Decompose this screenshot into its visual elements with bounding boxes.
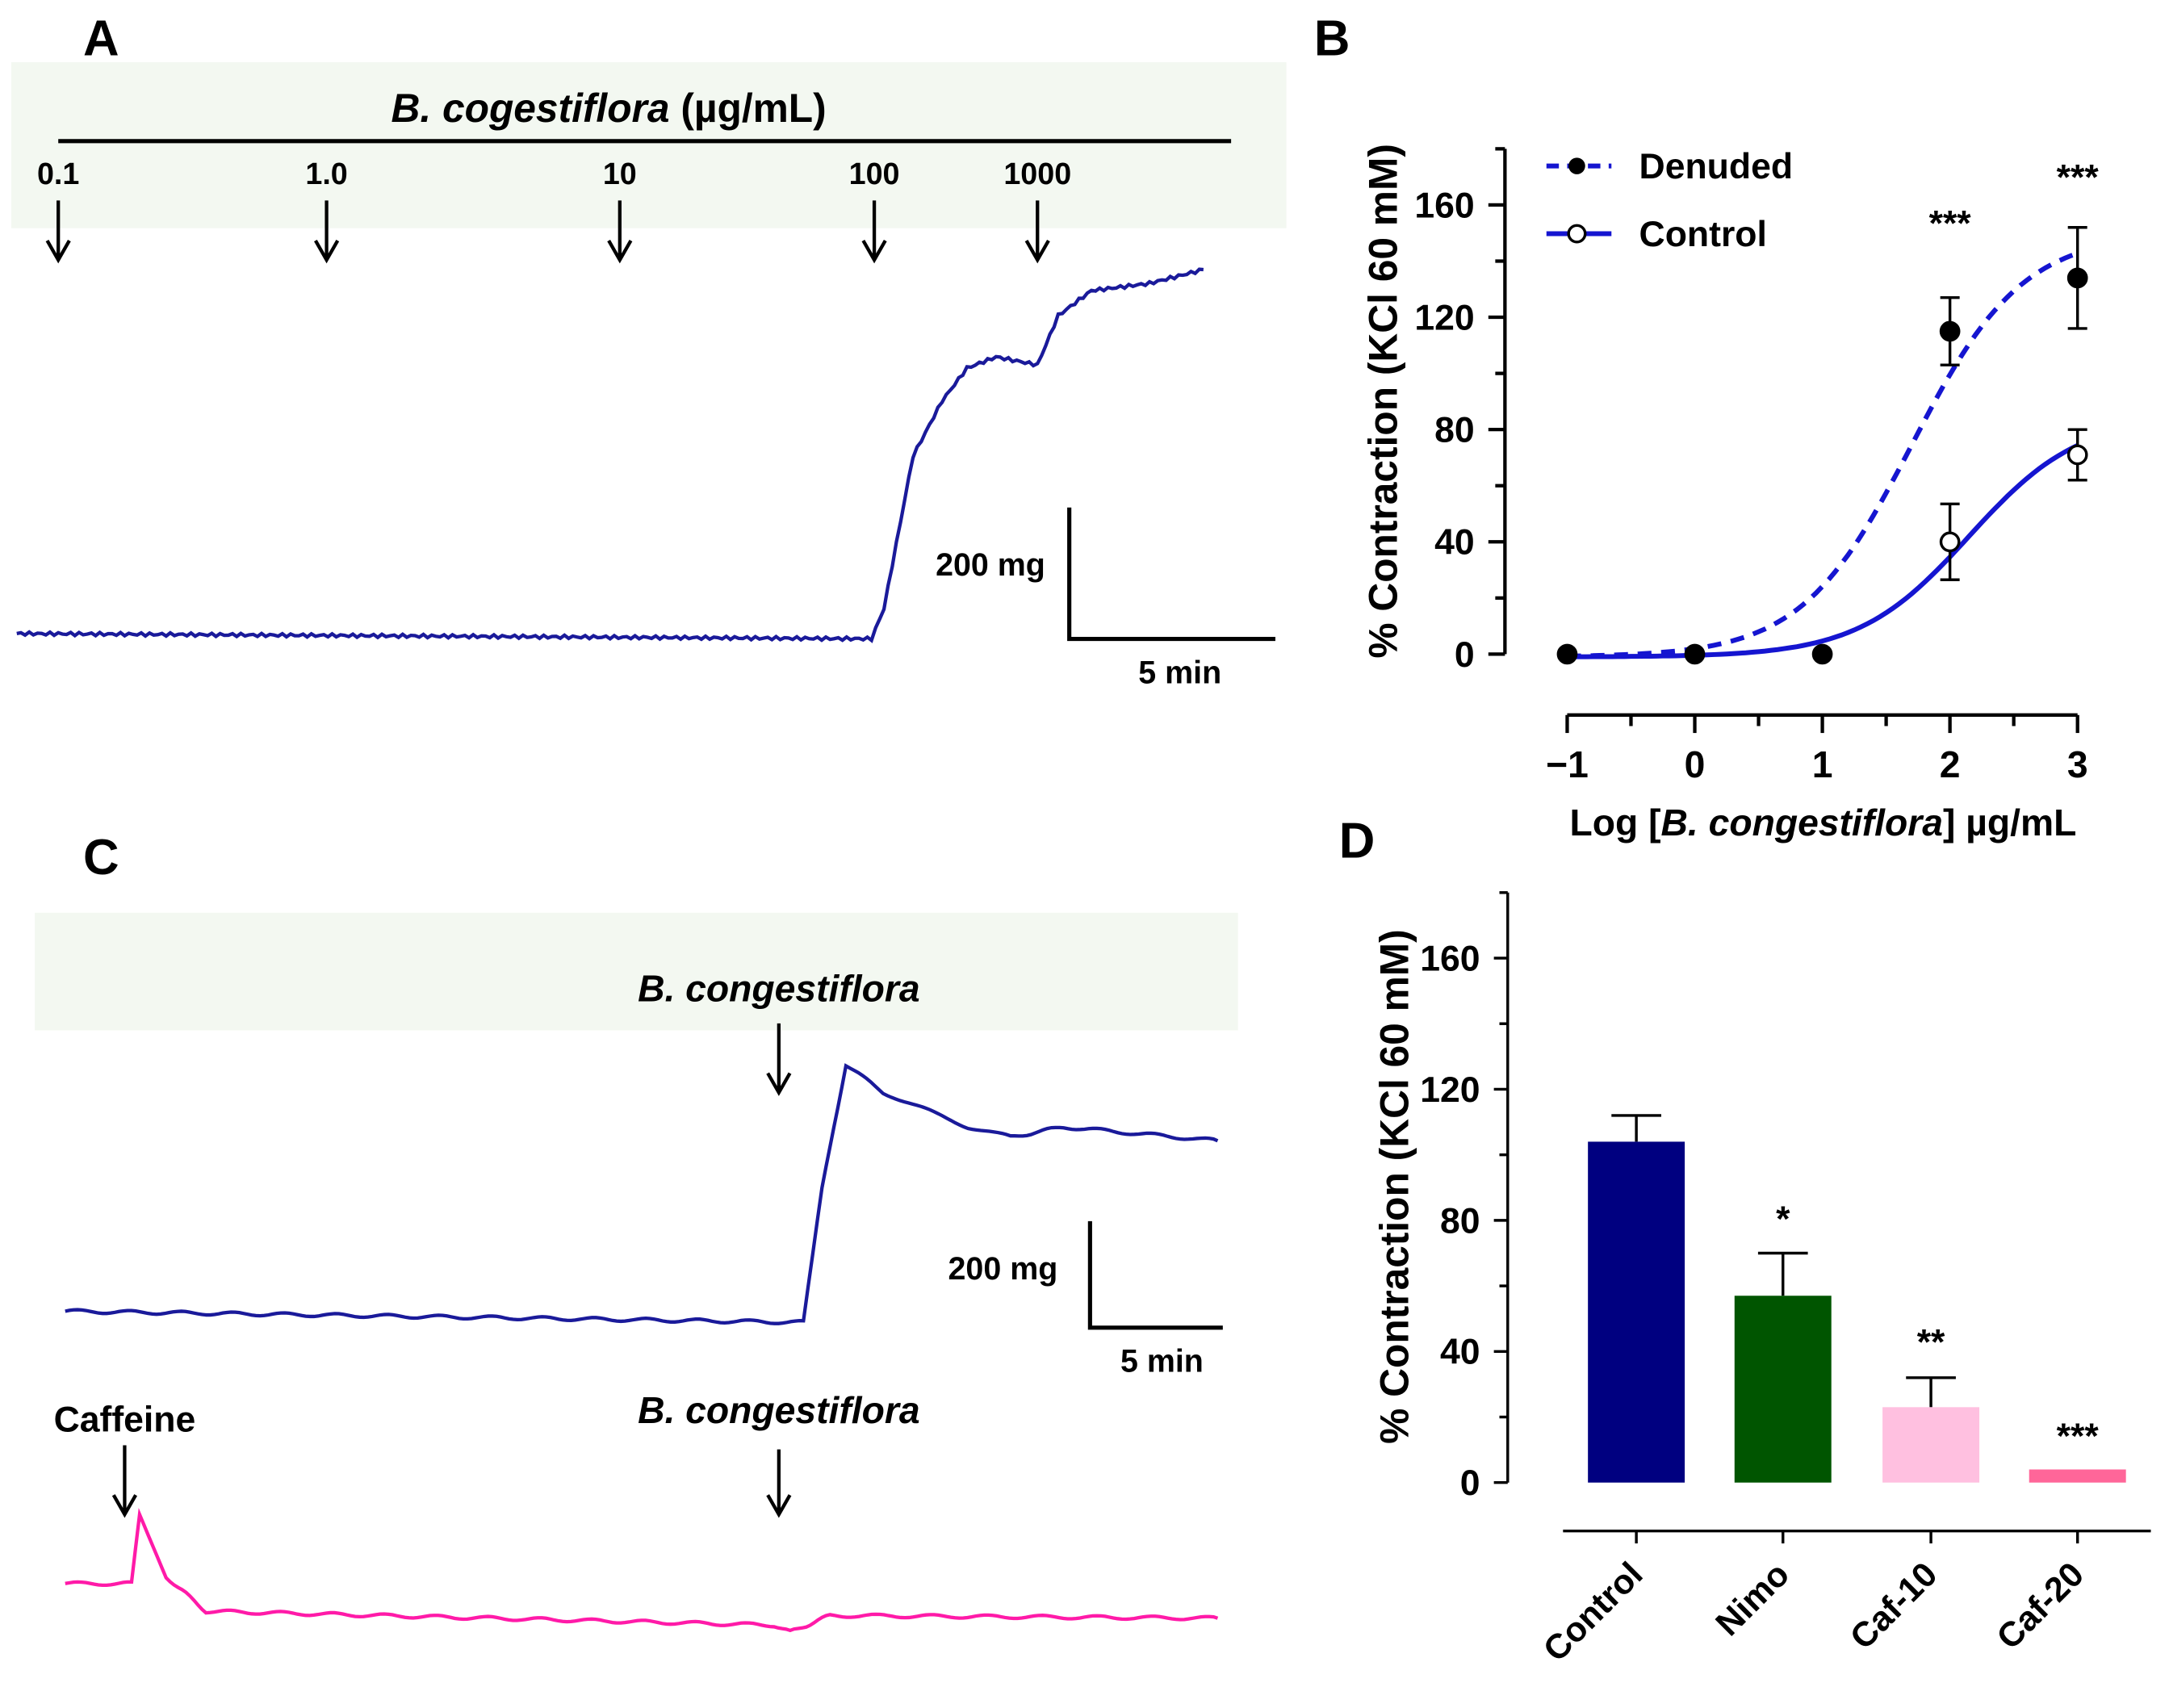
arrow-down-icon: [766, 1449, 792, 1518]
panel-label-a: A: [83, 11, 119, 67]
significance-marker: *: [1776, 1199, 1790, 1239]
panel-a-trace: [16, 267, 1204, 643]
concentration-label: 100: [849, 157, 900, 190]
panel-a-title-species: B. cogestiflora: [392, 86, 670, 131]
panel-a-scale-y-label: 200 mg: [936, 547, 1045, 583]
bar-control: [1588, 1141, 1685, 1483]
concentration-label: 10: [603, 157, 637, 190]
data-point-denuded: [1556, 643, 1578, 665]
concentration-label: 1.0: [305, 157, 347, 190]
panel-c-scale-bar: [1087, 1220, 1223, 1330]
x-tick-label: 1: [1812, 743, 1833, 785]
panel-a-title-unit: (µg/mL): [670, 86, 827, 131]
panel-c-caffeine-label: Caffeine: [54, 1400, 196, 1439]
panel-d-y-axis-label: % Contraction (KCl 60 mM): [1371, 929, 1417, 1444]
y-tick-label: 120: [1420, 1070, 1480, 1110]
panel-b-x-axis-label: Log [B. congestiflora] µg/mL: [1569, 802, 2076, 844]
data-point-denuded: [1811, 643, 1833, 665]
panel-b-y-axis-label: % Contraction (KCl 60 mM): [1361, 144, 1406, 658]
error-bar: [1757, 1251, 1808, 1296]
x-tick-label: Control: [1536, 1555, 1651, 1669]
bar-caf-10: [1882, 1407, 1980, 1483]
legend-control-marker: [1567, 224, 1587, 244]
y-tick-label: 40: [1440, 1333, 1480, 1372]
y-tick-label: 0: [1460, 1463, 1480, 1503]
panel-a-background: [10, 62, 1287, 228]
concentration-label: 0.1: [37, 157, 79, 190]
panel-c-scale-x-label: 5 min: [1120, 1344, 1204, 1379]
y-tick-label: 80: [1434, 411, 1475, 450]
y-tick-label: 0: [1455, 635, 1475, 675]
y-tick-label: 40: [1434, 523, 1475, 563]
y-tick-label: 120: [1414, 298, 1474, 337]
x-tick-label: Caf-10: [1843, 1555, 1945, 1657]
concentration-label: 1000: [1003, 157, 1071, 190]
x-tick-label: −1: [1546, 743, 1589, 785]
data-point-control: [2066, 444, 2088, 466]
error-bar: [1611, 1114, 1661, 1142]
x-tick-label: Nimo: [1708, 1555, 1797, 1643]
significance-marker: ***: [2057, 1417, 2100, 1456]
error-bar: [1906, 1376, 1956, 1408]
significance-marker: ***: [1929, 203, 1972, 243]
arrow-down-icon: [314, 200, 340, 264]
x-tick-label: 2: [1940, 743, 1961, 785]
legend-denuded-marker: [1568, 157, 1585, 174]
x-tick-label: 3: [2067, 743, 2088, 785]
y-tick-label: 80: [1440, 1201, 1480, 1241]
y-tick-label: 160: [1414, 186, 1474, 225]
panel-a-title: B. cogestiflora (µg/mL): [392, 86, 827, 131]
panel-a-scale-x-label: 5 min: [1138, 655, 1221, 690]
data-point-denuded: [1684, 643, 1706, 665]
significance-marker: ***: [2057, 158, 2100, 198]
arrow-down-icon: [766, 1023, 792, 1096]
arrow-down-icon: [111, 1445, 137, 1518]
x-label-species: B. congestiflora: [1660, 802, 1943, 844]
x-label-unit: ] µg/mL: [1943, 802, 2076, 844]
legend-control-label: Control: [1639, 215, 1767, 254]
bar-caf-20: [2029, 1469, 2126, 1483]
fit-curve-control: [1567, 443, 2079, 659]
arrow-down-icon: [607, 200, 633, 264]
arrow-down-icon: [861, 200, 887, 264]
panel-label-b: B: [1314, 11, 1350, 67]
panel-c-caffeine-trace: [65, 1508, 1219, 1633]
arrow-down-icon: [45, 200, 71, 264]
x-label-prefix: Log [: [1569, 802, 1660, 844]
data-point-denuded: [1939, 320, 1961, 342]
legend-denuded-label: Denuded: [1639, 147, 1794, 186]
y-tick-label: 160: [1420, 939, 1480, 978]
fit-curve-denuded: [1567, 250, 2079, 659]
panel-c-extract-trace: [65, 1063, 1219, 1325]
panel-b-legend: Denuded Control: [1546, 147, 1794, 254]
panel-a-scale-bar: [1067, 507, 1275, 642]
panel-c-extract-label-1: B. congestiflora: [638, 967, 920, 1009]
panel-c-extract-label-2: B. congestiflora: [638, 1389, 920, 1431]
x-tick-label: Caf-20: [1990, 1555, 2092, 1657]
bar-nimo: [1734, 1296, 1832, 1483]
panel-c-background: [35, 912, 1238, 1031]
panel-label-d: D: [1339, 813, 1376, 869]
data-point-denuded: [2066, 267, 2088, 289]
panel-c-scale-y-label: 200 mg: [948, 1251, 1058, 1287]
x-tick-label: 0: [1685, 743, 1706, 785]
significance-marker: **: [1917, 1322, 1945, 1362]
arrow-down-icon: [1024, 200, 1050, 264]
data-point-control: [1939, 531, 1961, 553]
panel-label-c: C: [83, 830, 119, 885]
